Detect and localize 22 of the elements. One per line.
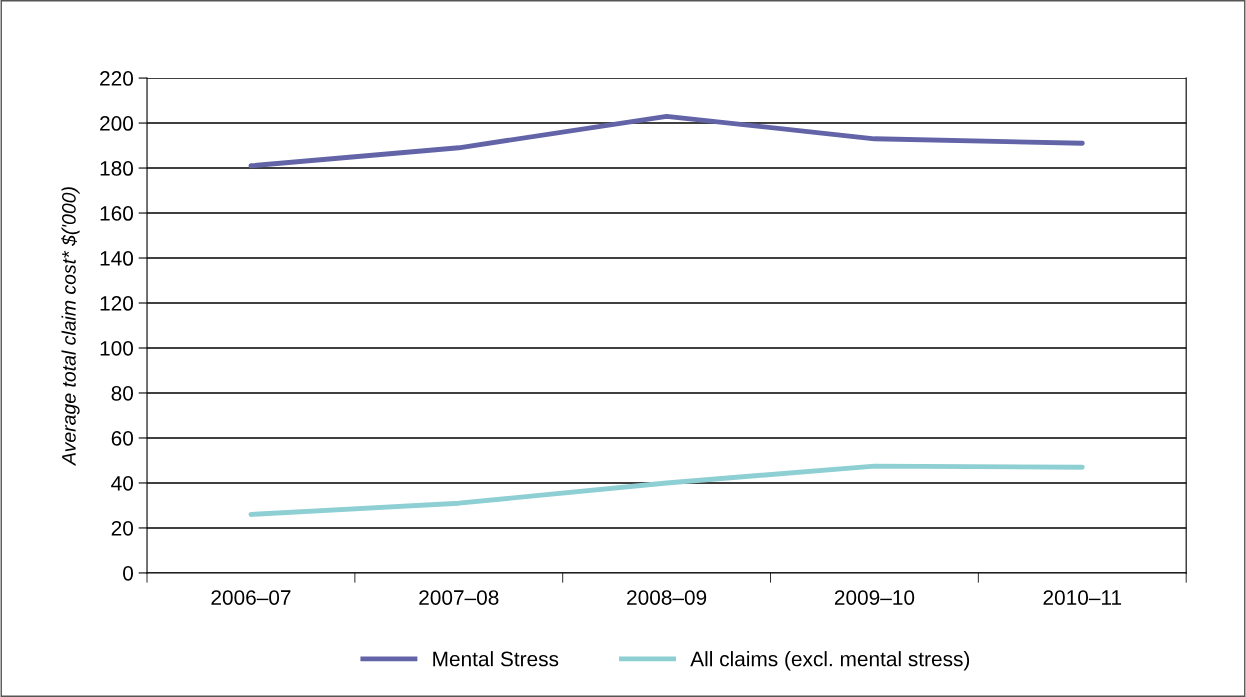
x-tick-label: 2010–11 <box>1043 590 1122 605</box>
y-tick-label: 220 <box>100 71 134 86</box>
y-tick-label: 20 <box>111 520 134 536</box>
y-tick-label: 100 <box>100 340 134 356</box>
y-tick-label: 120 <box>100 296 134 311</box>
line-series <box>248 113 1085 169</box>
y-axis-title: Average total claim cost* $('000) <box>61 187 80 466</box>
y-tick-label: 160 <box>100 206 134 221</box>
x-tick-label: 2009–10 <box>834 590 915 605</box>
y-tick-label: 80 <box>111 385 134 401</box>
x-tick-label: 2008–09 <box>627 590 707 605</box>
line-series <box>248 463 1085 517</box>
x-tick-label: 2006–07 <box>211 590 291 605</box>
y-tick-label: 40 <box>111 475 134 491</box>
legend-label: All claims (excl. mental stress) <box>690 651 970 671</box>
y-tick-label: 180 <box>100 161 134 176</box>
x-tick-label: 2007–08 <box>419 590 499 605</box>
y-tick-label: 0 <box>123 565 134 581</box>
y-tick-label: 200 <box>100 116 134 131</box>
legend-label: Mental Stress <box>433 651 559 667</box>
y-tick-label: 60 <box>111 430 134 446</box>
y-tick-label: 140 <box>100 251 134 266</box>
